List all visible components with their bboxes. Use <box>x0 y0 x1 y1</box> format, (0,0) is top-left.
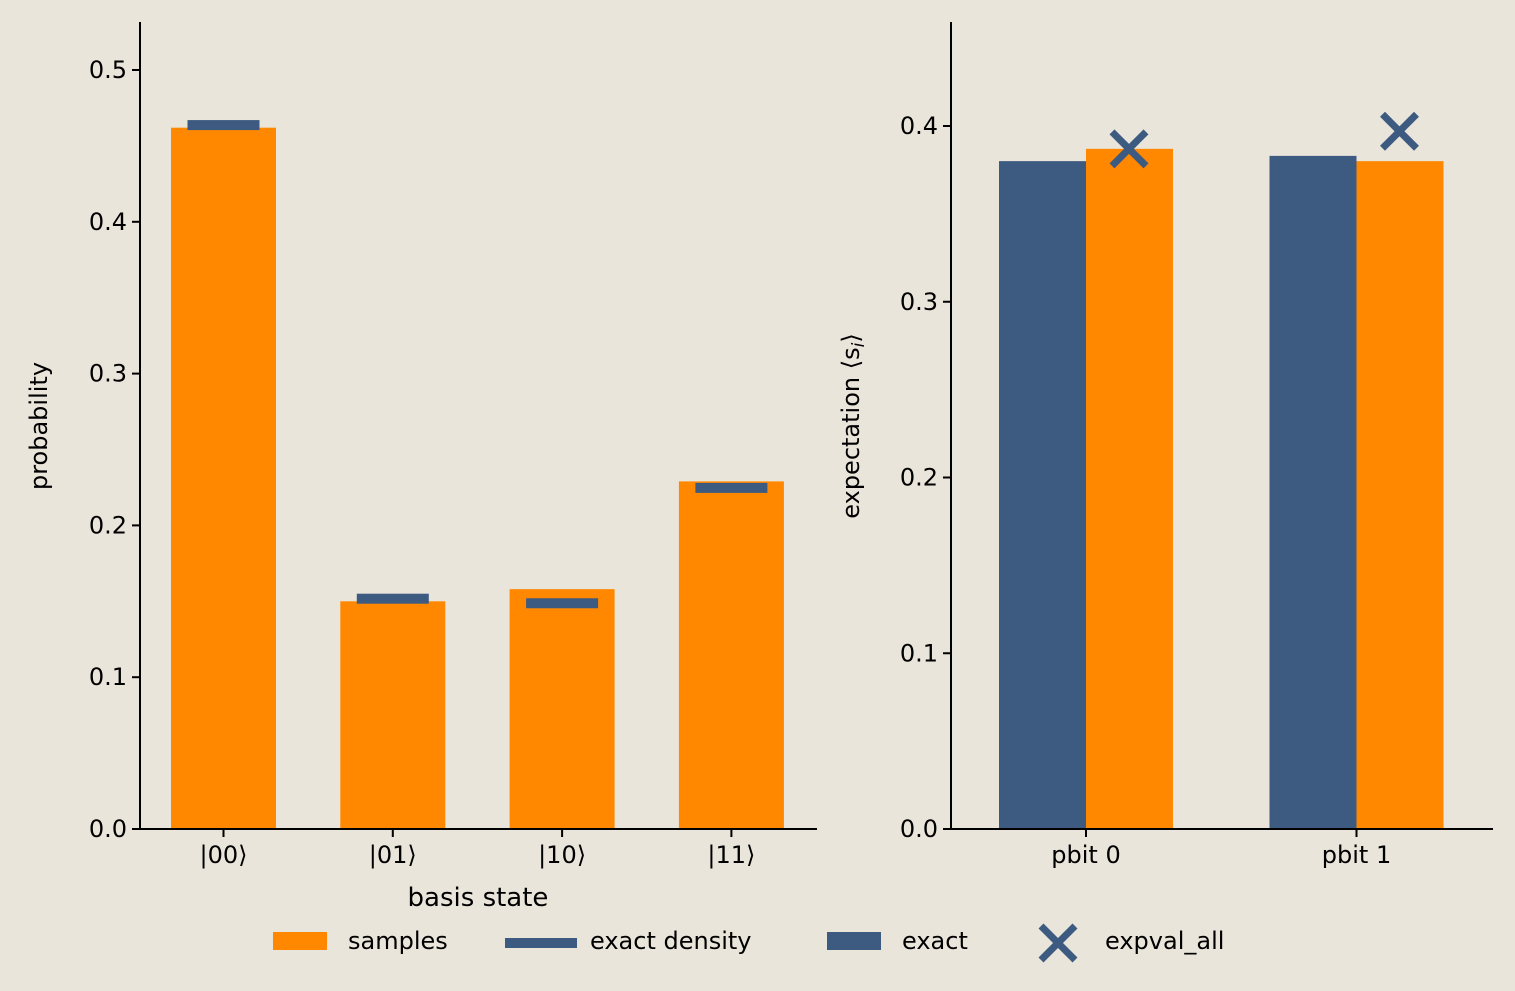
right-y-tick-label: 0.0 <box>900 815 938 843</box>
right-y-tick-label: 0.3 <box>900 288 938 316</box>
legend-samples-label: samples <box>348 927 448 955</box>
left-x-tick-label: |01⟩ <box>369 841 417 869</box>
samples-bar-pbit-0 <box>1086 148 1173 829</box>
right-y-tick-label: 0.2 <box>900 464 938 492</box>
samples-bar-1 <box>340 601 446 829</box>
left-x-axis-label: basis state <box>408 883 549 913</box>
legend-exact-label: exact <box>902 927 968 955</box>
expectation-chart: pbit 0 pbit 1 0.0 0.1 0.2 0.3 0.4 expectation … <box>837 22 1493 869</box>
expval-all-marker-pbit-0 <box>1109 129 1149 169</box>
left-y-tick-label: 0.5 <box>89 56 127 84</box>
right-y-tick-label: 0.4 <box>900 112 938 140</box>
exact-density-marker-1 <box>356 593 429 604</box>
left-x-tick-label: |10⟩ <box>538 841 586 869</box>
exact-density-marker-3 <box>695 482 768 493</box>
legend-expval-all-label: expval_all <box>1105 927 1224 955</box>
samples-bar-pbit-1 <box>1356 161 1444 829</box>
exact-bar-pbit-1 <box>1269 155 1357 829</box>
exact-density-marker-0 <box>187 120 260 131</box>
left-y-tick-label: 0.2 <box>89 511 127 539</box>
left-y-tick-label: 0.0 <box>89 815 127 843</box>
left-y-tick-label: 0.4 <box>89 208 127 236</box>
right-x-tick-label: pbit 0 <box>1051 841 1120 869</box>
samples-bar-0 <box>171 127 276 829</box>
left-y-axis-label: probability <box>25 362 53 490</box>
samples-bar-3 <box>678 481 784 829</box>
legend-expval-all-marker <box>1038 923 1078 963</box>
exact-bar-pbit-0 <box>999 161 1086 829</box>
samples-bar-2 <box>509 589 615 829</box>
legend: samples exact density exact expval_all <box>273 923 1224 963</box>
legend-exact-swatch <box>827 932 881 950</box>
left-y-tick-label: 0.1 <box>89 663 127 691</box>
expval-all-marker-pbit-1 <box>1380 111 1419 151</box>
right-x-tick-label: pbit 1 <box>1322 841 1391 869</box>
legend-exact-density-label: exact density <box>590 927 751 955</box>
left-x-tick-label: |11⟩ <box>707 841 755 869</box>
probability-chart: |00⟩ |01⟩ |10⟩ |11⟩ 0.0 0.1 0.2 0.3 0.4 0.5 proba… <box>25 22 817 913</box>
right-y-tick-label: 0.1 <box>900 639 938 667</box>
right-y-axis-label-subscript: i <box>849 342 869 347</box>
right-y-axis-label: expectation ⟨si⟩ <box>837 333 869 518</box>
left-x-tick-label: |00⟩ <box>200 841 248 869</box>
right-y-axis-label-close: ⟩ <box>837 333 865 342</box>
legend-samples-swatch <box>273 932 327 950</box>
left-y-tick-label: 0.3 <box>89 360 127 388</box>
exact-density-marker-2 <box>526 598 599 609</box>
